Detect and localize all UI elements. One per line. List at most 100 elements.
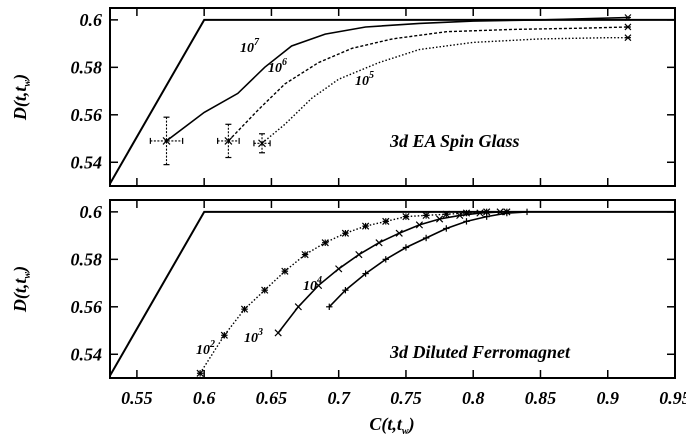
spin-glass-endpoint-marker [624, 14, 632, 21]
spin-glass-error-bar [149, 116, 184, 166]
ferromagnet-data-point [335, 265, 343, 273]
y-axis-label-top-close: ) [10, 74, 31, 82]
ferromagnet-xtick-label: 0.95 [659, 388, 686, 408]
ferromagnet-data-point [196, 369, 204, 377]
ferromagnet-data-point [382, 217, 390, 225]
spin-glass-error-bar [253, 133, 271, 154]
ferromagnet-xtick-label: 0.7 [327, 388, 351, 408]
series-label-exponent: 2 [209, 339, 215, 350]
ferromagnet-curves [110, 208, 675, 377]
ferromagnet-data-point [442, 210, 450, 218]
ferromagnet-ticks: 0.54 0.56 0.58 0.6 0.55 0.6 0.65 0.7 0.75 0.8 0.85… [71, 200, 686, 408]
ferromagnet-data-point [456, 211, 464, 220]
series-label-exponent: 7 [254, 37, 260, 48]
ferromagnet-data-point [362, 270, 369, 277]
y-axis-label-bottom-subscript: w [22, 272, 33, 279]
ferromagnet-data-point [476, 209, 484, 217]
spin-glass-panel: 0.540.560.580.6 3d EA Spin Glass 1071061… [71, 7, 676, 187]
ferromagnet-data-point [402, 244, 410, 251]
ferromagnet-xtick-label: 0.8 [462, 388, 485, 408]
x-axis-label-close: ) [407, 414, 415, 435]
spin-glass-curves [110, 14, 675, 185]
ferromagnet-data-point [281, 267, 289, 275]
y-axis-label-bottom-main: D(t,t [10, 278, 31, 313]
ferromagnet-data-point [402, 212, 410, 221]
ferromagnet-data-point [341, 229, 350, 237]
spin-glass-error-bar [217, 123, 240, 159]
ferromagnet-xtick-label: 0.55 [121, 388, 153, 408]
ferromagnet-data-point [422, 211, 430, 220]
spin-glass-ytick-label: 0.58 [71, 57, 103, 77]
x-axis-label-main: C(t,t [369, 414, 403, 435]
spin-glass-series-label: 107 [240, 37, 260, 56]
ferromagnet-data-point [274, 329, 282, 337]
ferromagnet-data-point [294, 303, 302, 311]
ferromagnet-series-line [328, 211, 528, 308]
series-label-base: 10 [355, 74, 369, 89]
series-label-exponent: 5 [369, 70, 374, 81]
ferromagnet-ytick-label: 0.58 [71, 249, 103, 269]
series-label-exponent: 3 [257, 327, 263, 338]
ferromagnet-data-point [422, 234, 430, 242]
ferromagnet-data-point [321, 239, 329, 247]
ferromagnet-data-point [361, 222, 370, 230]
spin-glass-ytick-label: 0.54 [71, 152, 103, 172]
spin-glass-plot-frame [109, 7, 676, 187]
ferromagnet-series-label: 103 [244, 327, 263, 346]
ferromagnet-series-label: 102 [196, 339, 215, 358]
ferromagnet-ytick-label: 0.54 [71, 344, 103, 364]
ferromagnet-series-label: 104 [303, 275, 322, 294]
ferromagnet-plot-frame [109, 199, 676, 379]
ferromagnet-data-point [435, 215, 444, 223]
series-label-exponent: 6 [282, 57, 287, 68]
ferromagnet-data-point [301, 250, 309, 259]
ferromagnet-data-point [523, 208, 531, 216]
series-label-base: 10 [240, 41, 254, 56]
ferromagnet-data-point [342, 286, 349, 294]
ferromagnet-series-line [277, 211, 501, 334]
ferromagnet-panel-title: 3d Diluted Ferromagnet [389, 342, 571, 362]
ferromagnet-data-point [382, 256, 389, 263]
ferromagnet-xtick-label: 0.6 [193, 388, 216, 408]
ferromagnet-data-point [483, 213, 490, 220]
ferromagnet-xtick-label: 0.65 [256, 388, 288, 408]
ferromagnet-panel: 0.54 0.56 0.58 0.6 0.55 0.6 0.65 0.7 0.75 0.8 0.85… [71, 199, 686, 408]
y-axis-label-top-main: D(t,t [10, 86, 31, 121]
y-axis-label-top: D(t,tw) [10, 74, 33, 121]
ferromagnet-xtick-label: 0.85 [525, 388, 557, 408]
series-label-base: 10 [244, 331, 258, 346]
ferromagnet-xtick-label: 0.9 [596, 388, 619, 408]
ferromagnet-data-point [395, 229, 403, 237]
spin-glass-series-label: 105 [355, 70, 374, 89]
ferromagnet-data-point [355, 250, 363, 259]
spin-glass-endpoint-marker [624, 23, 632, 31]
spin-glass-ytick-label: 0.6 [80, 10, 103, 30]
ferromagnet-series-line [199, 211, 507, 374]
series-label-base: 10 [268, 61, 282, 76]
series-label-base: 10 [303, 279, 317, 294]
spin-glass-ytick-label: 0.56 [71, 105, 103, 125]
ferromagnet-ytick-label: 0.6 [80, 202, 103, 222]
spin-glass-series-label: 106 [268, 57, 287, 76]
ferromagnet-xtick-label: 0.75 [390, 388, 422, 408]
ferromagnet-data-point [415, 221, 424, 229]
ferromagnet-data-point [503, 209, 511, 217]
ferromagnet-data-point [443, 225, 450, 232]
spin-glass-panel-title: 3d EA Spin Glass [389, 131, 520, 151]
ferromagnet-data-point [463, 218, 470, 225]
ferromagnet-data-point [220, 331, 228, 339]
series-label-exponent: 4 [316, 275, 322, 286]
y-axis-label-top-subscript: w [22, 80, 33, 87]
y-axis-label-bottom: D(t,tw) [10, 266, 33, 313]
x-axis-label-subscript: w [402, 426, 409, 437]
ferromagnet-data-point [375, 239, 383, 247]
ferromagnet-data-point [326, 303, 333, 310]
y-axis-label-bottom-close: ) [10, 266, 31, 274]
ferromagnet-ytick-label: 0.56 [71, 297, 103, 317]
ferromagnet-data-point [314, 281, 323, 290]
spin-glass-endpoint-marker [624, 34, 632, 42]
spin-glass-series-line [261, 37, 628, 144]
spin-glass-series-line [166, 16, 628, 142]
spin-glass-series-line [227, 26, 628, 142]
